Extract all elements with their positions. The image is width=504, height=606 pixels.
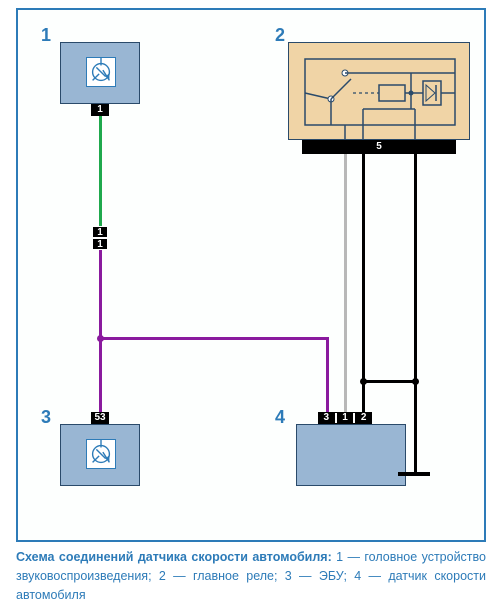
connector-pin: 5	[302, 142, 456, 152]
component-label-1: 1	[41, 25, 51, 46]
transistor-icon	[86, 439, 116, 469]
connector: 53	[91, 412, 109, 424]
wire-node	[97, 335, 104, 342]
component-label-2: 2	[275, 25, 285, 46]
wire	[344, 154, 347, 412]
caption-lead: Схема соединений датчика скорости автомо…	[16, 550, 332, 564]
wire	[362, 380, 417, 383]
wire	[414, 154, 417, 472]
page: 1 2	[0, 0, 504, 606]
connector-pin: 3	[318, 413, 336, 423]
connector-pin: 1	[91, 105, 109, 115]
connector: 5	[302, 140, 456, 154]
wire	[362, 154, 365, 412]
connector-pin: 1	[92, 238, 108, 250]
component-audio-head-unit: 1	[60, 42, 140, 104]
connector-pin: 1	[92, 226, 108, 238]
component-speed-sensor: 4	[296, 424, 406, 486]
wire	[326, 338, 329, 412]
connector-pin: 2	[354, 413, 372, 423]
connector: 1	[91, 104, 109, 116]
diagram-caption: Схема соединений датчика скорости автомо…	[16, 548, 486, 604]
component-ecu: 3	[60, 424, 140, 486]
wire	[99, 116, 102, 226]
diagram-frame: 1 2	[16, 8, 486, 542]
wire-node	[412, 378, 419, 385]
component-main-relay: 2	[288, 42, 470, 140]
connector: 312	[318, 412, 372, 424]
wire	[99, 250, 102, 412]
wire	[99, 337, 329, 340]
relay-schematic-icon	[289, 43, 469, 139]
connector-pin: 53	[91, 413, 109, 423]
wiring-diagram: 1 2	[18, 10, 484, 540]
component-label-4: 4	[275, 407, 285, 428]
component-label-3: 3	[41, 407, 51, 428]
wire-connector-split: 1 1	[92, 226, 108, 250]
connector-pin: 1	[336, 413, 355, 423]
transistor-icon	[86, 57, 116, 87]
ground-symbol	[398, 472, 430, 478]
wire-node	[360, 378, 367, 385]
